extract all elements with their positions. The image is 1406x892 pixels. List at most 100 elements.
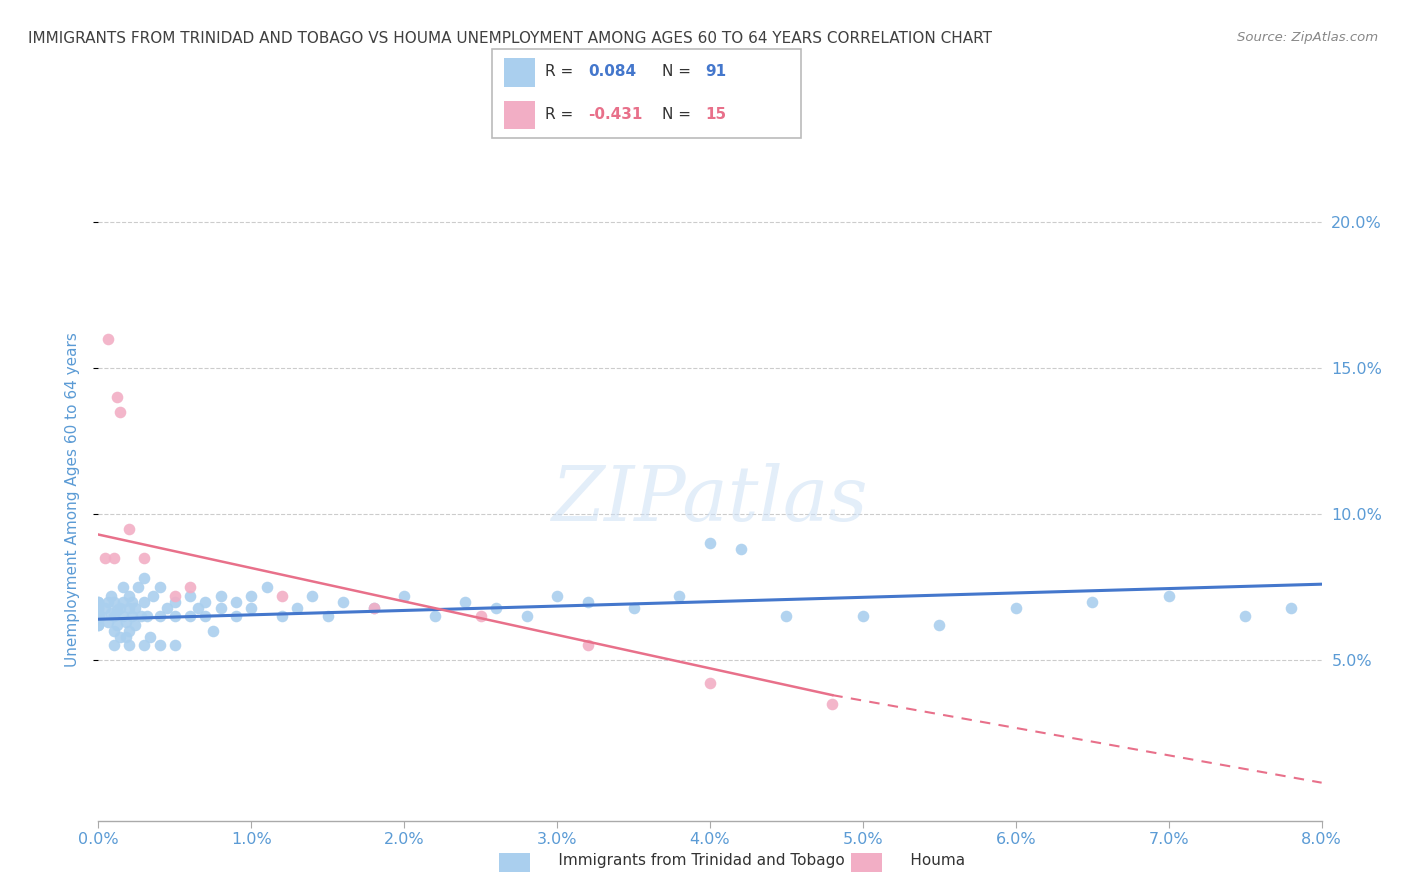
- Point: [225, 595, 247, 609]
- Point: [928, 618, 950, 632]
- Point: [1157, 589, 1180, 603]
- Point: [775, 609, 797, 624]
- Point: [103, 550, 125, 565]
- Point: [699, 536, 721, 550]
- Point: [87, 609, 110, 624]
- Point: [136, 609, 159, 624]
- Point: [103, 639, 125, 653]
- Text: Houma: Houma: [886, 854, 965, 868]
- Text: 15: 15: [706, 107, 727, 122]
- Point: [118, 589, 141, 603]
- Point: [363, 600, 385, 615]
- Text: -0.431: -0.431: [588, 107, 643, 122]
- Text: R =: R =: [544, 107, 578, 122]
- Point: [149, 639, 172, 653]
- Point: [1234, 609, 1257, 624]
- Point: [179, 609, 201, 624]
- Point: [194, 595, 217, 609]
- Point: [1004, 600, 1026, 615]
- Point: [103, 595, 125, 609]
- Point: [121, 609, 143, 624]
- Point: [699, 676, 721, 690]
- Point: [240, 589, 263, 603]
- Point: [111, 609, 134, 624]
- Point: [187, 600, 209, 615]
- Point: [202, 624, 225, 638]
- Text: ZIPatlas: ZIPatlas: [551, 463, 869, 536]
- Point: [118, 639, 141, 653]
- Point: [852, 609, 875, 624]
- Point: [134, 595, 156, 609]
- Point: [87, 609, 110, 624]
- Point: [194, 609, 217, 624]
- Point: [149, 609, 172, 624]
- Y-axis label: Unemployment Among Ages 60 to 64 years: Unemployment Among Ages 60 to 64 years: [65, 332, 80, 667]
- Point: [576, 639, 599, 653]
- Point: [124, 618, 146, 632]
- Bar: [505, 101, 536, 129]
- Point: [363, 600, 385, 615]
- Point: [156, 600, 179, 615]
- Point: [179, 589, 201, 603]
- Point: [163, 609, 186, 624]
- Point: [285, 600, 308, 615]
- Point: [470, 609, 492, 624]
- Point: [240, 600, 263, 615]
- Point: [209, 589, 232, 603]
- Point: [97, 595, 120, 609]
- Point: [118, 624, 141, 638]
- Point: [103, 624, 125, 638]
- Text: IMMIGRANTS FROM TRINIDAD AND TOBAGO VS HOUMA UNEMPLOYMENT AMONG AGES 60 TO 64 YE: IMMIGRANTS FROM TRINIDAD AND TOBAGO VS H…: [28, 31, 993, 46]
- Point: [209, 600, 232, 615]
- Point: [93, 550, 115, 565]
- Point: [108, 405, 131, 419]
- Point: [108, 630, 131, 644]
- Point: [1279, 600, 1302, 615]
- Point: [87, 609, 110, 624]
- Point: [108, 600, 131, 615]
- Text: 91: 91: [706, 64, 727, 79]
- Point: [87, 595, 110, 609]
- Point: [93, 600, 115, 615]
- Point: [139, 630, 162, 644]
- Point: [134, 571, 156, 585]
- Point: [118, 522, 141, 536]
- Point: [225, 609, 247, 624]
- Point: [105, 603, 128, 617]
- Point: [105, 390, 128, 404]
- Point: [301, 589, 323, 603]
- Point: [115, 630, 138, 644]
- Point: [485, 600, 508, 615]
- Point: [576, 595, 599, 609]
- Text: N =: N =: [662, 64, 696, 79]
- Point: [127, 580, 149, 594]
- Point: [90, 609, 112, 624]
- Point: [118, 600, 141, 615]
- Point: [730, 542, 752, 557]
- Point: [105, 618, 128, 632]
- Point: [1081, 595, 1104, 609]
- Point: [134, 550, 156, 565]
- Point: [87, 609, 110, 624]
- Point: [129, 609, 152, 624]
- Point: [103, 609, 125, 624]
- Point: [87, 618, 110, 632]
- Point: [256, 580, 278, 594]
- Point: [121, 595, 143, 609]
- Point: [270, 609, 294, 624]
- Point: [454, 595, 477, 609]
- Point: [163, 589, 186, 603]
- Point: [668, 589, 690, 603]
- Point: [87, 600, 110, 615]
- Point: [87, 618, 110, 632]
- Point: [115, 615, 138, 629]
- Point: [97, 615, 120, 629]
- Point: [149, 580, 172, 594]
- Text: Source: ZipAtlas.com: Source: ZipAtlas.com: [1237, 31, 1378, 45]
- Point: [179, 580, 201, 594]
- Text: R =: R =: [544, 64, 578, 79]
- Point: [546, 589, 568, 603]
- Point: [163, 595, 186, 609]
- Point: [821, 697, 844, 711]
- Point: [111, 595, 134, 609]
